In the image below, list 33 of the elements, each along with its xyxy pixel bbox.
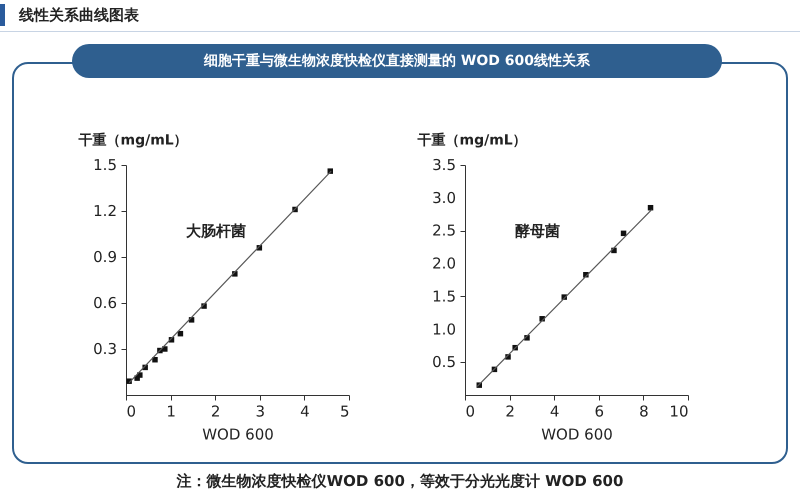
chart-subtitle: 线性关系曲线图表 xyxy=(0,4,139,26)
y-tick-label: 1.2 xyxy=(93,202,117,220)
y-tick-label: 1.5 xyxy=(93,156,117,174)
y-tick-label: 1.5 xyxy=(432,287,456,306)
x-axis-title: WOD 600 xyxy=(541,426,613,444)
text: 酵母菌 xyxy=(515,222,560,240)
x-tick-label: 3 xyxy=(256,402,266,420)
x-tick-label: 1 xyxy=(166,402,176,420)
x-tick-label: 8 xyxy=(639,402,649,420)
x-tick-label: 4 xyxy=(300,402,310,420)
x-tick-label: 0 xyxy=(466,402,476,420)
x-axis-title: WOD 600 xyxy=(202,426,274,444)
y-tick-label: 1.0 xyxy=(432,320,456,338)
x-tick-label: 2 xyxy=(505,402,515,420)
x-tick-label: 6 xyxy=(594,402,604,420)
y-tick-label: 0.5 xyxy=(432,353,456,372)
y-tick-label: 2.5 xyxy=(432,222,456,240)
x-tick-label: 5 xyxy=(340,402,350,420)
y-tick-label: 3.5 xyxy=(432,156,456,174)
text: 细胞干重与微生物浓度快检仪直接测量的 WOD 600线性关系 xyxy=(72,44,722,78)
y-tick-label: 3.0 xyxy=(432,188,456,207)
x-tick-label: 0 xyxy=(126,402,136,420)
x-tick-label: 10 xyxy=(669,402,688,420)
y-tick-label: 0.9 xyxy=(93,248,117,266)
x-tick-label: 4 xyxy=(550,402,560,420)
y-axis-title: 干重（mg/mL） xyxy=(416,132,527,148)
y-tick-label: 2.0 xyxy=(432,254,456,273)
y-tick-label: 0.3 xyxy=(93,340,117,358)
text: 注：微生物浓度快检仪WOD 600，等效于分光光度计 WOD 600 xyxy=(176,472,624,491)
y-axis-title: 干重（mg/mL） xyxy=(78,132,188,148)
series-label: 大肠杆菌 xyxy=(186,222,246,240)
y-tick-label: 0.6 xyxy=(93,294,117,312)
x-tick-label: 2 xyxy=(210,402,220,420)
